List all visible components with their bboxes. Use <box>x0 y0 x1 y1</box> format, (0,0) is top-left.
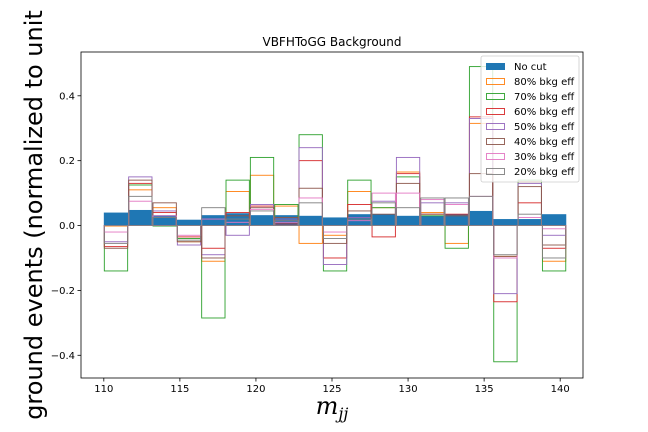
y-axis-label: ground events (normalized to unit <box>20 10 48 420</box>
bar <box>298 215 323 226</box>
x-tick-label: 140 <box>551 384 570 395</box>
legend-swatch <box>486 168 505 175</box>
y-axis: −0.4 −0.2 0.0 0.2 0.4 <box>51 91 81 362</box>
legend-swatch <box>486 153 505 160</box>
bar <box>128 195 153 226</box>
x-axis: 110 115 120 125 130 135 140 <box>94 378 570 395</box>
bar <box>152 216 177 226</box>
legend-label: 70% bkg eff <box>514 92 575 103</box>
y-tick-label: −0.4 <box>51 351 75 362</box>
bar <box>201 207 226 226</box>
bar <box>322 225 348 239</box>
bar <box>517 213 542 226</box>
legend-item: 50% bkg eff <box>486 122 575 133</box>
legend-label: 30% bkg eff <box>514 152 575 163</box>
legend-box <box>480 55 580 183</box>
legend-item: 70% bkg eff <box>486 92 575 103</box>
y-tick-label: 0.0 <box>59 221 75 232</box>
x-tick-label: 125 <box>322 384 341 395</box>
bar <box>322 217 348 226</box>
bar <box>541 225 567 259</box>
x-tick-label: 110 <box>94 384 113 395</box>
bar <box>225 218 250 226</box>
y-tick-label: −0.2 <box>51 286 75 297</box>
legend-item: 80% bkg eff <box>486 77 575 88</box>
bar <box>395 207 421 226</box>
bar <box>468 210 494 226</box>
bar <box>347 218 372 226</box>
bar <box>468 195 494 226</box>
legend-label: 20% bkg eff <box>514 167 575 178</box>
bar <box>201 215 226 226</box>
legend-label: 40% bkg eff <box>514 137 575 148</box>
bar <box>493 219 518 226</box>
bar <box>517 219 542 226</box>
y-tick-label: 0.4 <box>59 91 75 102</box>
bar <box>274 220 299 226</box>
series-20-bkg-eff <box>103 195 567 259</box>
legend-label: 60% bkg eff <box>514 107 575 118</box>
bar <box>128 209 153 226</box>
x-axis-label-subscript: jj <box>335 404 348 423</box>
bar <box>103 212 129 226</box>
x-tick-label: 135 <box>475 384 494 395</box>
series-no-cut <box>103 209 567 226</box>
legend: No cut 80% bkg eff 70% bkg eff 60% bkg eff 5… <box>480 55 580 183</box>
legend-swatch <box>486 108 505 115</box>
bar <box>347 214 372 226</box>
bar <box>371 214 396 226</box>
x-axis-label-main: m <box>316 392 339 420</box>
legend-item: 40% bkg eff <box>486 137 575 148</box>
x-tick-label: 130 <box>399 384 418 395</box>
bar <box>152 215 177 226</box>
x-tick-label: 120 <box>246 384 265 395</box>
chart-title: VBFHToGG Background <box>262 35 401 49</box>
legend-item: 20% bkg eff <box>486 167 575 178</box>
legend-label: 50% bkg eff <box>514 122 575 133</box>
legend-item: No cut <box>486 62 547 73</box>
bar <box>444 214 469 226</box>
bar <box>249 210 275 226</box>
bar <box>298 202 323 226</box>
legend-swatch <box>486 138 505 145</box>
legend-label: 80% bkg eff <box>514 77 575 88</box>
bar <box>176 219 202 226</box>
bar <box>103 225 129 244</box>
legend-swatch <box>486 93 505 100</box>
bar <box>541 214 567 226</box>
y-tick-label: 0.2 <box>59 156 75 167</box>
legend-label: No cut <box>514 62 547 73</box>
x-tick-label: 115 <box>170 384 189 395</box>
x-axis-label: mjj <box>316 392 349 423</box>
legend-swatch <box>486 78 505 85</box>
bar <box>395 215 421 226</box>
bar <box>371 202 396 226</box>
bar <box>176 225 202 241</box>
bar <box>493 225 518 256</box>
bar <box>444 197 469 226</box>
bar <box>249 215 275 226</box>
legend-swatch <box>486 63 505 70</box>
bar <box>420 215 445 226</box>
plot-area <box>103 66 567 363</box>
legend-item: 30% bkg eff <box>486 152 575 163</box>
bar <box>420 197 445 226</box>
legend-swatch <box>486 123 505 130</box>
legend-item: 60% bkg eff <box>486 107 575 118</box>
